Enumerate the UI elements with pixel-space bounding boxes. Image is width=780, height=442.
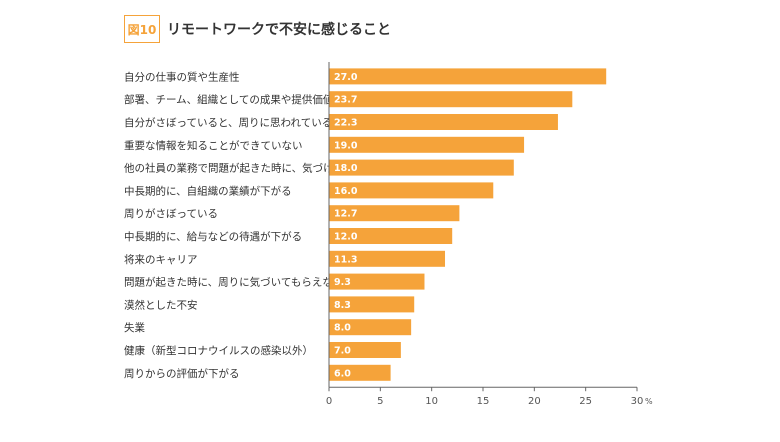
category-label: 失業 [124,321,145,334]
category-label: 重要な情報を知ることができていない [124,139,303,152]
category-label: 問題が起きた時に、周りに気づいてもらえない [124,276,343,289]
value-label: 7.0 [334,346,351,357]
value-label: 12.0 [334,232,358,243]
bar [329,319,412,336]
chart-title: リモートワークで不安に感じること [167,22,391,38]
value-label: 27.0 [334,72,358,83]
value-label: 19.0 [334,140,358,151]
x-tick-label: 20 [528,396,541,407]
category-label: 自分の仕事の質や生産性 [124,70,240,83]
category-label: 部署、チーム、組織としての成果や提供価値 [124,93,334,106]
bar [329,136,525,153]
x-tick-label: 15 [477,396,490,407]
value-label: 11.3 [334,254,357,265]
value-label: 9.3 [334,277,351,288]
x-tick-label: 25 [579,396,592,407]
bar [329,296,415,313]
value-label: 18.0 [334,163,358,174]
category-label: 健康（新型コロナウイルスの感染以外） [124,344,313,357]
category-label: 中長期的に、自組織の業績が下がる [124,184,292,197]
bar [329,273,425,290]
value-label: 8.0 [334,323,351,334]
value-label: 16.0 [334,186,358,197]
x-tick-label: 30 [631,396,644,407]
x-tick-label: 10 [425,396,438,407]
value-label: 6.0 [334,368,351,379]
bar [329,91,573,108]
value-label: 22.3 [334,118,357,129]
bar [329,364,391,381]
category-label: 自分がさぼっていると、周りに思われている [124,116,332,129]
figure-number-badge: 図10 [124,15,160,43]
bar [329,159,514,176]
bar [329,205,460,222]
bar [329,182,494,199]
category-label: 漠然とした不安 [124,298,198,311]
category-label: 周りからの評価が下がる [124,367,240,380]
x-tick-label: 0 [326,396,332,407]
bar [329,250,446,267]
category-label: 将来のキャリア [124,254,198,266]
category-label: 周りがさぼっている [124,207,218,220]
value-label: 12.7 [334,209,357,220]
bar [329,228,453,244]
x-unit-label: % [645,397,653,406]
value-label: 8.3 [334,300,351,311]
x-tick-label: 5 [377,396,383,407]
value-label: 23.7 [334,95,357,106]
bar [329,68,607,85]
category-label: 他の社員の業務で問題が起きた時に、気づけない [124,162,355,175]
category-label: 中長期的に、給与などの待遇が下がる [124,230,302,243]
bar [329,342,401,358]
bar [329,114,558,130]
